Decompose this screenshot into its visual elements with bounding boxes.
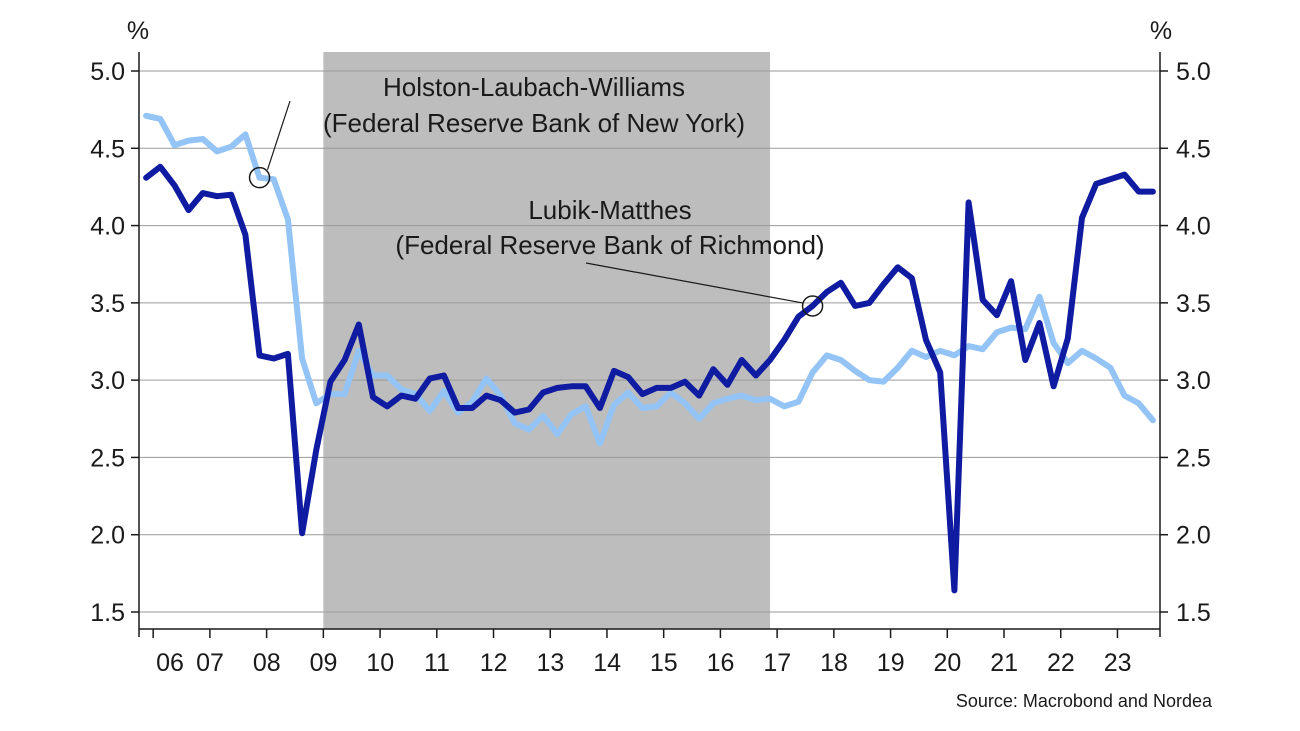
y-axis-right-unit: % bbox=[1150, 17, 1172, 45]
y-tick-label-right: 2.0 bbox=[1176, 522, 1211, 550]
series-lines bbox=[143, 112, 1156, 594]
x-tick-label: 10 bbox=[366, 649, 394, 677]
y-tick-label-right: 3.5 bbox=[1176, 290, 1211, 318]
x-tick-label: 22 bbox=[1047, 649, 1075, 677]
x-tick-label: 15 bbox=[650, 649, 678, 677]
x-tick-label: 21 bbox=[990, 649, 1018, 677]
x-tick-label: 13 bbox=[536, 649, 564, 677]
y-axis-left-ticks: 5.0 4.5 4.0 3.5 3.0 2.5 2.0 1.5 bbox=[90, 58, 139, 627]
annotation-label-hlw-line1: Holston-Laubach-Williams bbox=[383, 72, 685, 102]
x-tick-label: 07 bbox=[196, 649, 224, 677]
y-tick-label-left: 4.0 bbox=[90, 213, 125, 241]
annotations: Holston-Laubach-Williams (Federal Reserve… bbox=[248, 72, 825, 317]
y-tick-label-right: 3.0 bbox=[1176, 367, 1211, 395]
axes bbox=[138, 52, 1161, 637]
y-tick-label-right: 5.0 bbox=[1176, 58, 1211, 86]
x-tick-label: 16 bbox=[707, 649, 735, 677]
y-tick-label-left: 3.5 bbox=[90, 290, 125, 318]
source-note: Source: Macrobond and Nordea bbox=[956, 691, 1213, 711]
annotation-marker-hlw bbox=[248, 166, 271, 189]
x-tick-label: 11 bbox=[424, 649, 450, 677]
y-axis-right-ticks: 5.0 4.5 4.0 3.5 3.0 2.5 2.0 1.5 bbox=[1160, 58, 1211, 627]
series-line-holston-laubach-williams bbox=[143, 112, 1156, 447]
x-axis-ticks: 06 07 08 09 10 11 12 13 14 15 16 17 18 19 20 21 22 23 bbox=[152, 629, 1132, 677]
y-tick-label-left: 4.5 bbox=[90, 135, 125, 163]
x-tick-label: 18 bbox=[820, 649, 848, 677]
annotation-label-hlw-line2: (Federal Reserve Bank of New York) bbox=[323, 108, 745, 138]
y-tick-label-left: 3.0 bbox=[90, 367, 125, 395]
y-tick-label-right: 4.5 bbox=[1176, 135, 1211, 163]
x-tick-label: 06 bbox=[156, 649, 184, 677]
x-tick-label: 17 bbox=[763, 649, 791, 677]
y-axis-left-unit: % bbox=[127, 17, 149, 45]
y-tick-label-left: 2.5 bbox=[90, 444, 125, 472]
y-tick-label-left: 5.0 bbox=[90, 58, 125, 86]
y-tick-label-left: 2.0 bbox=[90, 522, 125, 550]
y-tick-label-right: 2.5 bbox=[1176, 444, 1211, 472]
annotation-label-lm-line2: (Federal Reserve Bank of Richmond) bbox=[395, 230, 824, 260]
x-tick-label: 14 bbox=[593, 649, 621, 677]
annotation-marker-lm bbox=[801, 295, 824, 317]
y-tick-label-left: 1.5 bbox=[90, 599, 125, 627]
annotation-leader-lm bbox=[585, 262, 803, 304]
series-line-lubik-matthes bbox=[143, 163, 1156, 594]
y-tick-label-right: 1.5 bbox=[1176, 599, 1211, 627]
x-tick-label: 08 bbox=[253, 649, 281, 677]
y-tick-label-right: 4.0 bbox=[1176, 213, 1211, 241]
x-tick-label: 09 bbox=[310, 649, 338, 677]
x-tick-label: 23 bbox=[1104, 649, 1132, 677]
shaded-period bbox=[323, 52, 771, 629]
x-tick-label: 19 bbox=[877, 649, 905, 677]
annotation-label-lm-line1: Lubik-Matthes bbox=[528, 195, 691, 225]
x-tick-label: 20 bbox=[934, 649, 962, 677]
annotation-leader-hlw bbox=[266, 100, 291, 170]
x-tick-label: 12 bbox=[480, 649, 508, 677]
